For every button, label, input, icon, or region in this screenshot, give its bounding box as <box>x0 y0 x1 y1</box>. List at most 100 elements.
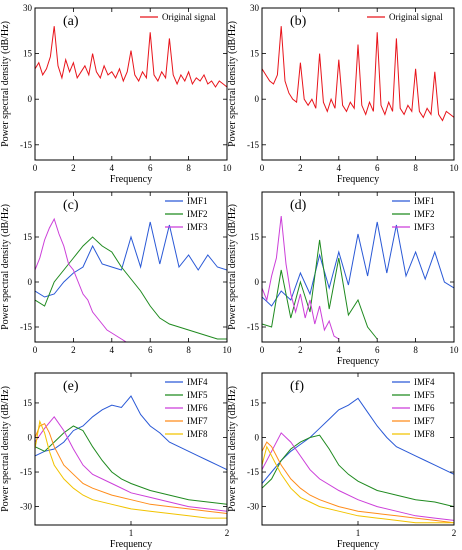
series-group <box>35 26 227 88</box>
legend-entry: IMF5 <box>414 390 435 400</box>
y-tick-label: 30 <box>250 3 260 13</box>
x-tick-label: 8 <box>413 345 418 355</box>
x-tick-label: 10 <box>223 345 233 355</box>
legend-entry: IMF4 <box>187 377 208 387</box>
chart-panel: 0 2 4 6 8 10 -15 0 15 30 Frequency Power spectral d… <box>0 3 232 185</box>
legend-entry: IMF1 <box>414 196 435 206</box>
x-tick-label: 10 <box>450 163 460 173</box>
y-tick-label: -15 <box>247 467 259 477</box>
x-tick-label: 8 <box>186 163 191 173</box>
legend-entry: IMF6 <box>414 403 435 413</box>
y-axis-label: Power spectral density (dB/Hz) <box>0 386 11 512</box>
x-tick-label: 2 <box>71 163 76 173</box>
x-tick-label: 0 <box>33 163 38 173</box>
series-line <box>35 423 227 514</box>
series-line <box>35 419 227 519</box>
y-tick-label: 0 <box>28 94 33 104</box>
legend-entry: IMF2 <box>414 209 435 219</box>
x-tick-label: 8 <box>413 163 418 173</box>
y-axis-label: Power spectral density (dB/Hz) <box>0 204 11 330</box>
legend-entry: IMF1 <box>187 196 208 206</box>
chart-panel: 0 2 4 6 8 10 -15 0 15 30 Frequency Power spectral d… <box>227 3 459 185</box>
panel-label: (e) <box>63 379 79 394</box>
series-line <box>35 236 227 340</box>
series-group <box>262 397 454 524</box>
plot-frame <box>261 191 455 343</box>
legend-entry: IMF2 <box>187 209 208 219</box>
legend-entry: IMF7 <box>414 416 435 426</box>
y-axis-label: Power spectral density (dB/Hz) <box>0 21 11 147</box>
plot-frame <box>34 7 228 161</box>
x-axis-label: Frequency <box>110 539 152 550</box>
x-tick-label: 0 <box>260 163 265 173</box>
y-tick-label: 0 <box>28 432 33 442</box>
y-tick-label: 15 <box>250 232 260 242</box>
series-group <box>262 26 454 122</box>
x-tick-label: 8 <box>186 345 191 355</box>
y-tick-label: -30 <box>20 502 32 512</box>
series-line <box>262 239 378 340</box>
x-tick-label: 4 <box>337 163 342 173</box>
y-tick-label: 15 <box>23 232 33 242</box>
series-line <box>35 221 227 298</box>
x-axis-label: Frequency <box>337 539 379 550</box>
y-tick-label: 15 <box>250 398 260 408</box>
y-axis-label: Power spectral density (dB/Hz) <box>227 21 238 147</box>
x-tick-label: 6 <box>148 345 153 355</box>
y-tick-label: -15 <box>20 140 32 150</box>
y-axis-label: Power spectral density (dB/Hz) <box>227 386 238 512</box>
y-tick-label: 0 <box>255 277 260 287</box>
series-line <box>35 217 131 342</box>
chart-panel: 1 2 -30 -15 0 15 Frequency Power spectral densi… <box>227 372 457 550</box>
series-line <box>262 397 454 484</box>
x-tick-label: 6 <box>375 163 380 173</box>
x-tick-label: 2 <box>225 528 230 538</box>
series-line <box>262 441 454 524</box>
x-tick-label: 10 <box>223 163 233 173</box>
x-tick-label: 2 <box>71 345 76 355</box>
y-tick-label: -30 <box>247 502 259 512</box>
plot-frame <box>261 7 455 161</box>
chart-panel: 1 2 -30 -15 0 15 Frequency Power spectral densi… <box>0 372 230 550</box>
x-tick-label: 2 <box>298 345 303 355</box>
series-line <box>35 26 227 88</box>
y-tick-label: 0 <box>28 277 33 287</box>
series-group <box>262 215 454 340</box>
x-tick-label: 6 <box>148 163 153 173</box>
series-line <box>262 221 454 307</box>
x-tick-label: 2 <box>298 163 303 173</box>
y-tick-label: -15 <box>247 140 259 150</box>
x-tick-label: 4 <box>110 345 115 355</box>
series-line <box>35 425 227 505</box>
series-line <box>35 415 227 512</box>
x-tick-label: 1 <box>129 528 134 538</box>
legend-entry: IMF5 <box>187 390 208 400</box>
legend-entry: IMF6 <box>187 403 208 413</box>
panel-label: (c) <box>63 198 79 213</box>
x-tick-label: 0 <box>260 345 265 355</box>
x-tick-label: 4 <box>110 163 115 173</box>
panel-label: (b) <box>290 14 307 29</box>
y-tick-label: -15 <box>20 322 32 332</box>
x-axis-label: Frequency <box>337 356 379 367</box>
series-group <box>35 395 227 519</box>
legend-entry: IMF3 <box>414 222 435 232</box>
chart-panel: 0 2 4 6 8 10 -15 0 15 Power spectral density (dB/… <box>0 191 233 355</box>
x-tick-label: 2 <box>452 528 457 538</box>
legend-entry: Original signal <box>162 12 216 22</box>
y-axis-label: Power spectral density (dB/Hz) <box>227 204 238 330</box>
y-tick-label: 15 <box>250 49 260 59</box>
legend-entry: IMF4 <box>414 377 435 387</box>
panel-label: (d) <box>290 198 307 213</box>
series-line <box>262 445 454 524</box>
y-tick-label: 30 <box>23 3 33 13</box>
legend-entry: Original signal <box>389 12 443 22</box>
plot-frame <box>34 191 228 343</box>
y-tick-label: 15 <box>23 398 33 408</box>
series-group <box>35 217 227 342</box>
legend-entry: IMF3 <box>187 222 208 232</box>
y-tick-label: 0 <box>255 94 260 104</box>
legend-entry: IMF7 <box>187 416 208 426</box>
x-axis-label: Frequency <box>110 174 152 185</box>
